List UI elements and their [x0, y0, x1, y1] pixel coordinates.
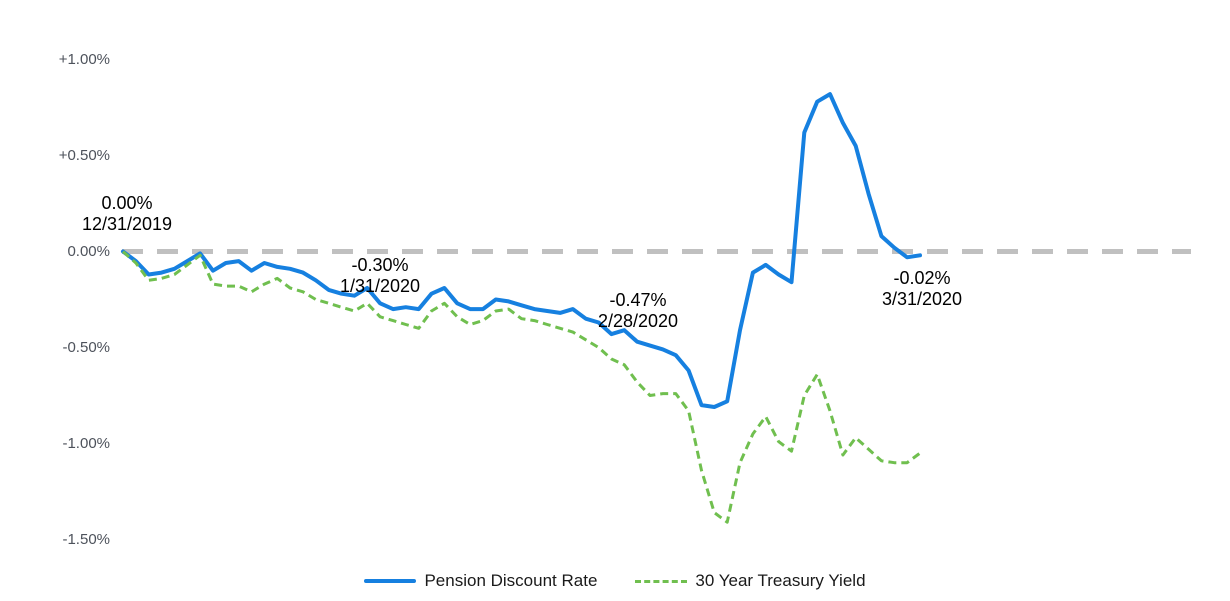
y-axis-tick-plus-1-00: +1.00%: [58, 50, 110, 68]
annotation-value: -0.47%: [609, 290, 667, 310]
annotation-date: 1/31/2020: [339, 276, 421, 296]
treasury-yield-line: [122, 250, 921, 524]
y-axis-tick-minus-0-50: -0.50%: [62, 338, 110, 356]
legend-item-30-year-treasury-yield: 30 Year Treasury Yield: [635, 571, 866, 591]
y-axis-tick-minus-1-50: -1.50%: [62, 530, 110, 548]
legend: Pension Discount Rate 30 Year Treasury Y…: [0, 571, 1230, 591]
annotation-date: 2/28/2020: [597, 311, 679, 331]
legend-label: 30 Year Treasury Yield: [695, 571, 866, 590]
annotation-value: -0.30%: [351, 255, 409, 275]
annotation-february-end: -0.47% 2/28/2020: [568, 290, 708, 332]
annotation-start-point: 0.00% 12/31/2019: [57, 193, 197, 235]
annotation-date: 12/31/2019: [81, 214, 173, 234]
treasury-line-swatch-icon: [635, 579, 688, 583]
annotation-march-end: -0.02% 3/31/2020: [852, 268, 992, 310]
annotation-date: 3/31/2020: [881, 289, 963, 309]
y-axis-tick-minus-1-00: -1.00%: [62, 434, 110, 452]
pension-discount-rate-line: [121, 92, 922, 409]
annotation-value: -0.02%: [893, 268, 951, 288]
legend-item-pension-discount-rate: Pension Discount Rate: [364, 571, 597, 591]
y-axis-tick-0-00: 0.00%: [67, 242, 110, 260]
annotation-january-end: -0.30% 1/31/2020: [310, 255, 450, 297]
y-axis-tick-plus-0-50: +0.50%: [58, 146, 110, 164]
legend-label: Pension Discount Rate: [424, 571, 598, 590]
pension-line-swatch-icon: [364, 579, 417, 583]
annotation-value: 0.00%: [101, 193, 153, 213]
